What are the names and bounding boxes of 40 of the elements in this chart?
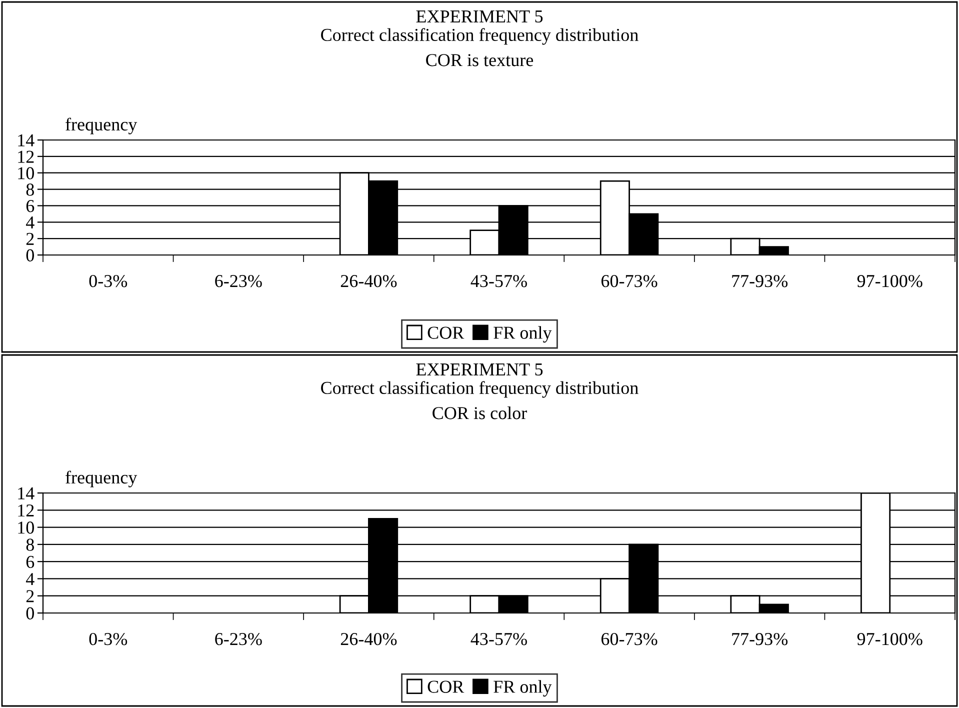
y-axis-title: frequency bbox=[66, 118, 138, 134]
y-tick-label: 2 bbox=[26, 590, 34, 602]
x-tick-label: 6-23% bbox=[215, 274, 262, 288]
legend-label: COR bbox=[428, 326, 464, 339]
x-tick-label: 97-100% bbox=[857, 274, 922, 288]
x-tick-label: 43-57% bbox=[470, 632, 527, 646]
x-tick-label: 0-3% bbox=[89, 632, 128, 646]
y-axis-title: frequency bbox=[66, 470, 138, 488]
y-tick-label: 6 bbox=[26, 556, 34, 568]
y-tick-label: 14 bbox=[18, 134, 34, 146]
y-tick-label: 0 bbox=[26, 249, 34, 262]
y-tick-label: 4 bbox=[26, 216, 34, 228]
chart-subtitle: Correct classification frequency distribution COR is color bbox=[321, 381, 638, 420]
chart-title: EXPERIMENT 5 bbox=[416, 364, 543, 376]
legend-label: FR only bbox=[494, 326, 552, 343]
y-tick-label: 8 bbox=[26, 538, 34, 551]
x-tick-label: 77-93% bbox=[732, 632, 788, 646]
x-tick-label: 43-57% bbox=[470, 274, 527, 288]
y-tick-label: 12 bbox=[18, 504, 34, 516]
x-tick-label: 6-23% bbox=[215, 632, 262, 646]
legend-label: COR bbox=[428, 680, 464, 693]
x-tick-label: 77-93% bbox=[732, 274, 788, 288]
chart-title: EXPERIMENT 5 bbox=[416, 10, 543, 23]
y-tick-label: 6 bbox=[26, 200, 34, 212]
legend-label: FR only bbox=[494, 680, 552, 697]
y-tick-label: 14 bbox=[18, 487, 34, 500]
y-tick-label: 10 bbox=[18, 522, 34, 534]
x-tick-label: 60-73% bbox=[601, 274, 658, 288]
x-tick-label: 97-100% bbox=[857, 632, 922, 646]
chart-subtitle: Correct classification frequency distribution COR is texture bbox=[321, 28, 638, 66]
x-tick-label: 26-40% bbox=[340, 274, 397, 288]
x-tick-label: 26-40% bbox=[340, 632, 397, 646]
y-tick-label: 10 bbox=[18, 167, 34, 180]
x-tick-label: 0-3% bbox=[89, 274, 128, 288]
y-tick-label: 2 bbox=[26, 232, 34, 245]
y-tick-label: 8 bbox=[26, 184, 34, 196]
x-tick-label: 60-73% bbox=[601, 632, 658, 646]
y-tick-label: 0 bbox=[26, 607, 34, 620]
y-tick-label: 4 bbox=[26, 573, 34, 585]
y-tick-label: 12 bbox=[18, 150, 34, 163]
